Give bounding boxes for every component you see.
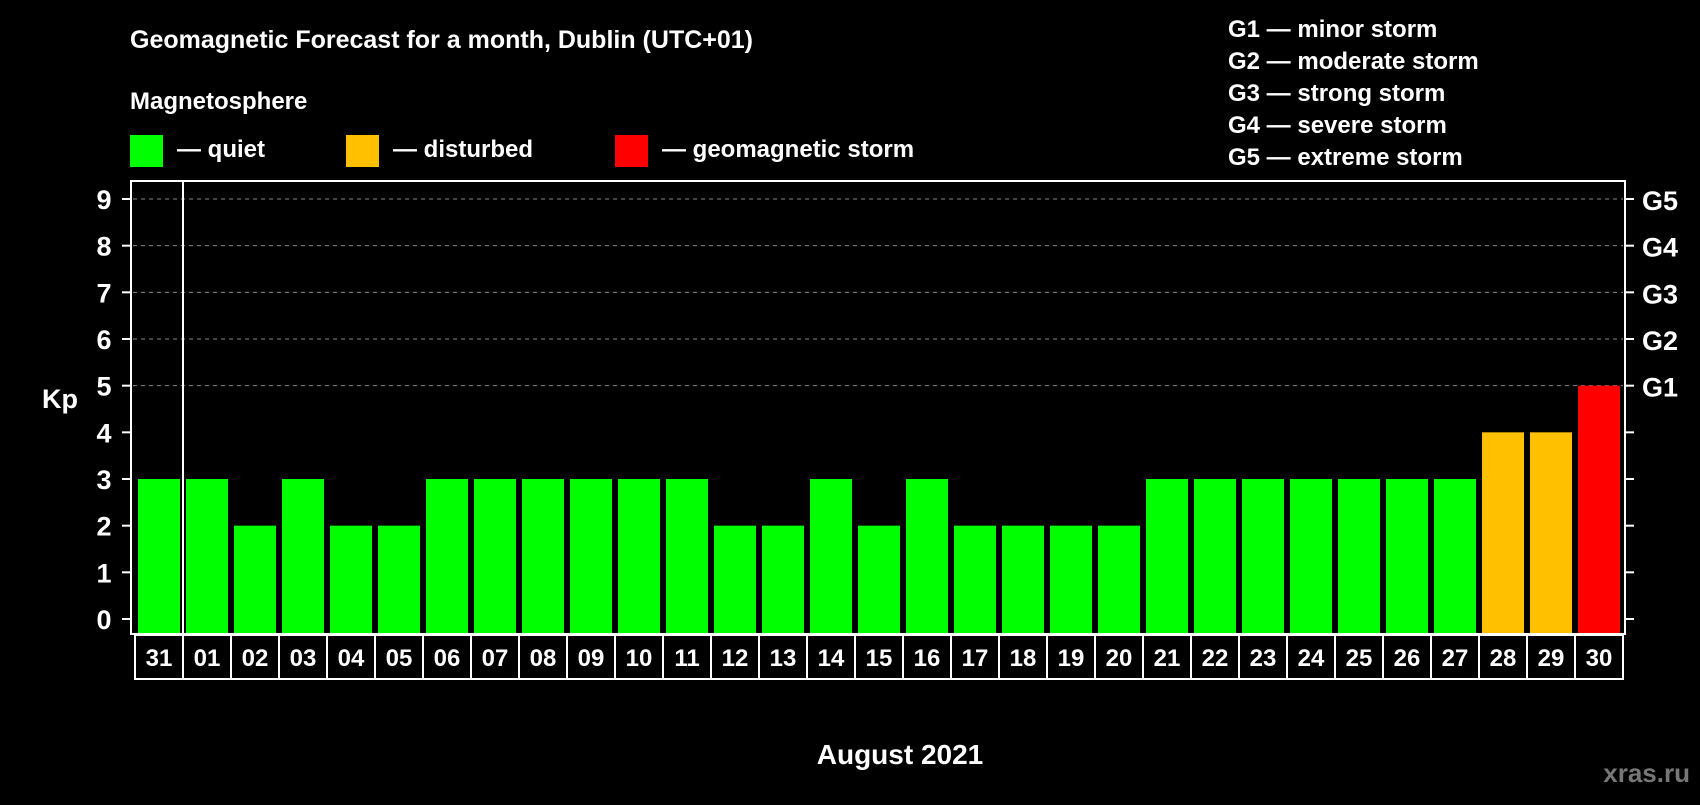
bar-16 xyxy=(906,479,948,634)
legend-swatch-storm xyxy=(615,135,648,167)
x-tick-label: 14 xyxy=(818,645,845,672)
x-tick-label: 03 xyxy=(290,645,317,672)
x-tick-label: 02 xyxy=(242,645,269,672)
x-tick-label: 23 xyxy=(1250,645,1277,672)
x-tick-label: 07 xyxy=(482,645,509,672)
storm-scale-g3: G3 — strong storm xyxy=(1228,80,1445,107)
bar-01 xyxy=(186,479,228,634)
x-tick-label: 05 xyxy=(386,645,413,672)
bar-09 xyxy=(570,479,612,634)
x-tick-label: 15 xyxy=(866,645,893,672)
storm-level-label: G5 xyxy=(1642,186,1678,216)
legend-label-disturbed: — disturbed xyxy=(393,136,533,163)
bar-21 xyxy=(1146,479,1188,634)
y-tick-label: 8 xyxy=(96,232,111,262)
x-tick-label: 06 xyxy=(434,645,461,672)
x-tick-label: 10 xyxy=(626,645,653,672)
x-tick-label: 22 xyxy=(1202,645,1229,672)
x-tick-label: 29 xyxy=(1538,645,1565,672)
x-tick-label: 25 xyxy=(1346,645,1373,672)
bar-14 xyxy=(810,479,852,634)
bar-19 xyxy=(1050,525,1092,634)
y-axis-label: Kp xyxy=(42,384,78,414)
bar-03 xyxy=(282,479,324,634)
bar-13 xyxy=(762,525,804,634)
watermark: xras.ru xyxy=(1603,758,1690,788)
storm-level-label: G2 xyxy=(1642,326,1678,356)
bar-29 xyxy=(1530,432,1572,634)
legend-swatch-quiet xyxy=(130,135,163,167)
legend-heading: Magnetosphere xyxy=(130,88,307,115)
x-axis-label: August 2021 xyxy=(817,739,984,770)
x-tick-label: 04 xyxy=(338,645,365,672)
legend-label-quiet: — quiet xyxy=(177,136,265,163)
bar-04 xyxy=(330,525,372,634)
bar-10 xyxy=(618,479,660,634)
bar-12 xyxy=(714,525,756,634)
legend-swatch-disturbed xyxy=(346,135,379,167)
bar-28 xyxy=(1482,432,1524,634)
x-tick-label: 20 xyxy=(1106,645,1133,672)
x-tick-label: 26 xyxy=(1394,645,1421,672)
y-tick-label: 9 xyxy=(96,185,111,215)
storm-level-label: G1 xyxy=(1642,373,1678,403)
storm-level-label: G4 xyxy=(1642,233,1678,263)
x-tick-label: 08 xyxy=(530,645,557,672)
y-tick-label: 2 xyxy=(96,512,111,542)
x-tick-label: 28 xyxy=(1490,645,1517,672)
bar-31 xyxy=(138,479,180,634)
bar-20 xyxy=(1098,525,1140,634)
bar-15 xyxy=(858,525,900,634)
storm-scale-g4: G4 — severe storm xyxy=(1228,112,1447,139)
bar-08 xyxy=(522,479,564,634)
y-tick-label: 7 xyxy=(96,278,111,308)
bar-22 xyxy=(1194,479,1236,634)
bar-26 xyxy=(1386,479,1428,634)
storm-level-label: G3 xyxy=(1642,279,1678,309)
x-tick-label: 31 xyxy=(146,645,173,672)
bar-27 xyxy=(1434,479,1476,634)
x-tick-label: 17 xyxy=(962,645,989,672)
storm-scale-g1: G1 — minor storm xyxy=(1228,16,1437,43)
x-tick-label: 12 xyxy=(722,645,749,672)
bar-25 xyxy=(1338,479,1380,634)
bar-11 xyxy=(666,479,708,634)
x-tick-label: 09 xyxy=(578,645,605,672)
x-tick-label: 30 xyxy=(1586,645,1613,672)
storm-scale-g2: G2 — moderate storm xyxy=(1228,48,1479,75)
x-tick-label: 21 xyxy=(1154,645,1181,672)
chart-title: Geomagnetic Forecast for a month, Dublin… xyxy=(130,26,753,54)
x-tick-label: 18 xyxy=(1010,645,1037,672)
x-tick-label: 13 xyxy=(770,645,797,672)
y-tick-label: 0 xyxy=(96,605,111,635)
x-tick-label: 01 xyxy=(194,645,221,672)
bar-06 xyxy=(426,479,468,634)
bar-05 xyxy=(378,525,420,634)
bar-24 xyxy=(1290,479,1332,634)
y-tick-label: 1 xyxy=(96,558,111,588)
x-tick-label: 16 xyxy=(914,645,941,672)
x-tick-label: 19 xyxy=(1058,645,1085,672)
storm-scale-g5: G5 — extreme storm xyxy=(1228,144,1463,171)
y-tick-label: 4 xyxy=(96,418,111,448)
bar-02 xyxy=(234,525,276,634)
date-cell xyxy=(1574,634,1624,680)
x-tick-label: 27 xyxy=(1442,645,1469,672)
x-tick-label: 11 xyxy=(674,645,699,672)
bar-17 xyxy=(954,525,996,634)
bar-30 xyxy=(1578,385,1620,634)
legend-label-storm: — geomagnetic storm xyxy=(662,136,914,163)
y-tick-label: 6 xyxy=(96,325,111,355)
bar-23 xyxy=(1242,479,1284,634)
x-tick-label: 24 xyxy=(1298,645,1325,672)
bar-07 xyxy=(474,479,516,634)
y-tick-label: 3 xyxy=(96,465,111,495)
y-tick-label: 5 xyxy=(96,372,111,402)
bar-18 xyxy=(1002,525,1044,634)
